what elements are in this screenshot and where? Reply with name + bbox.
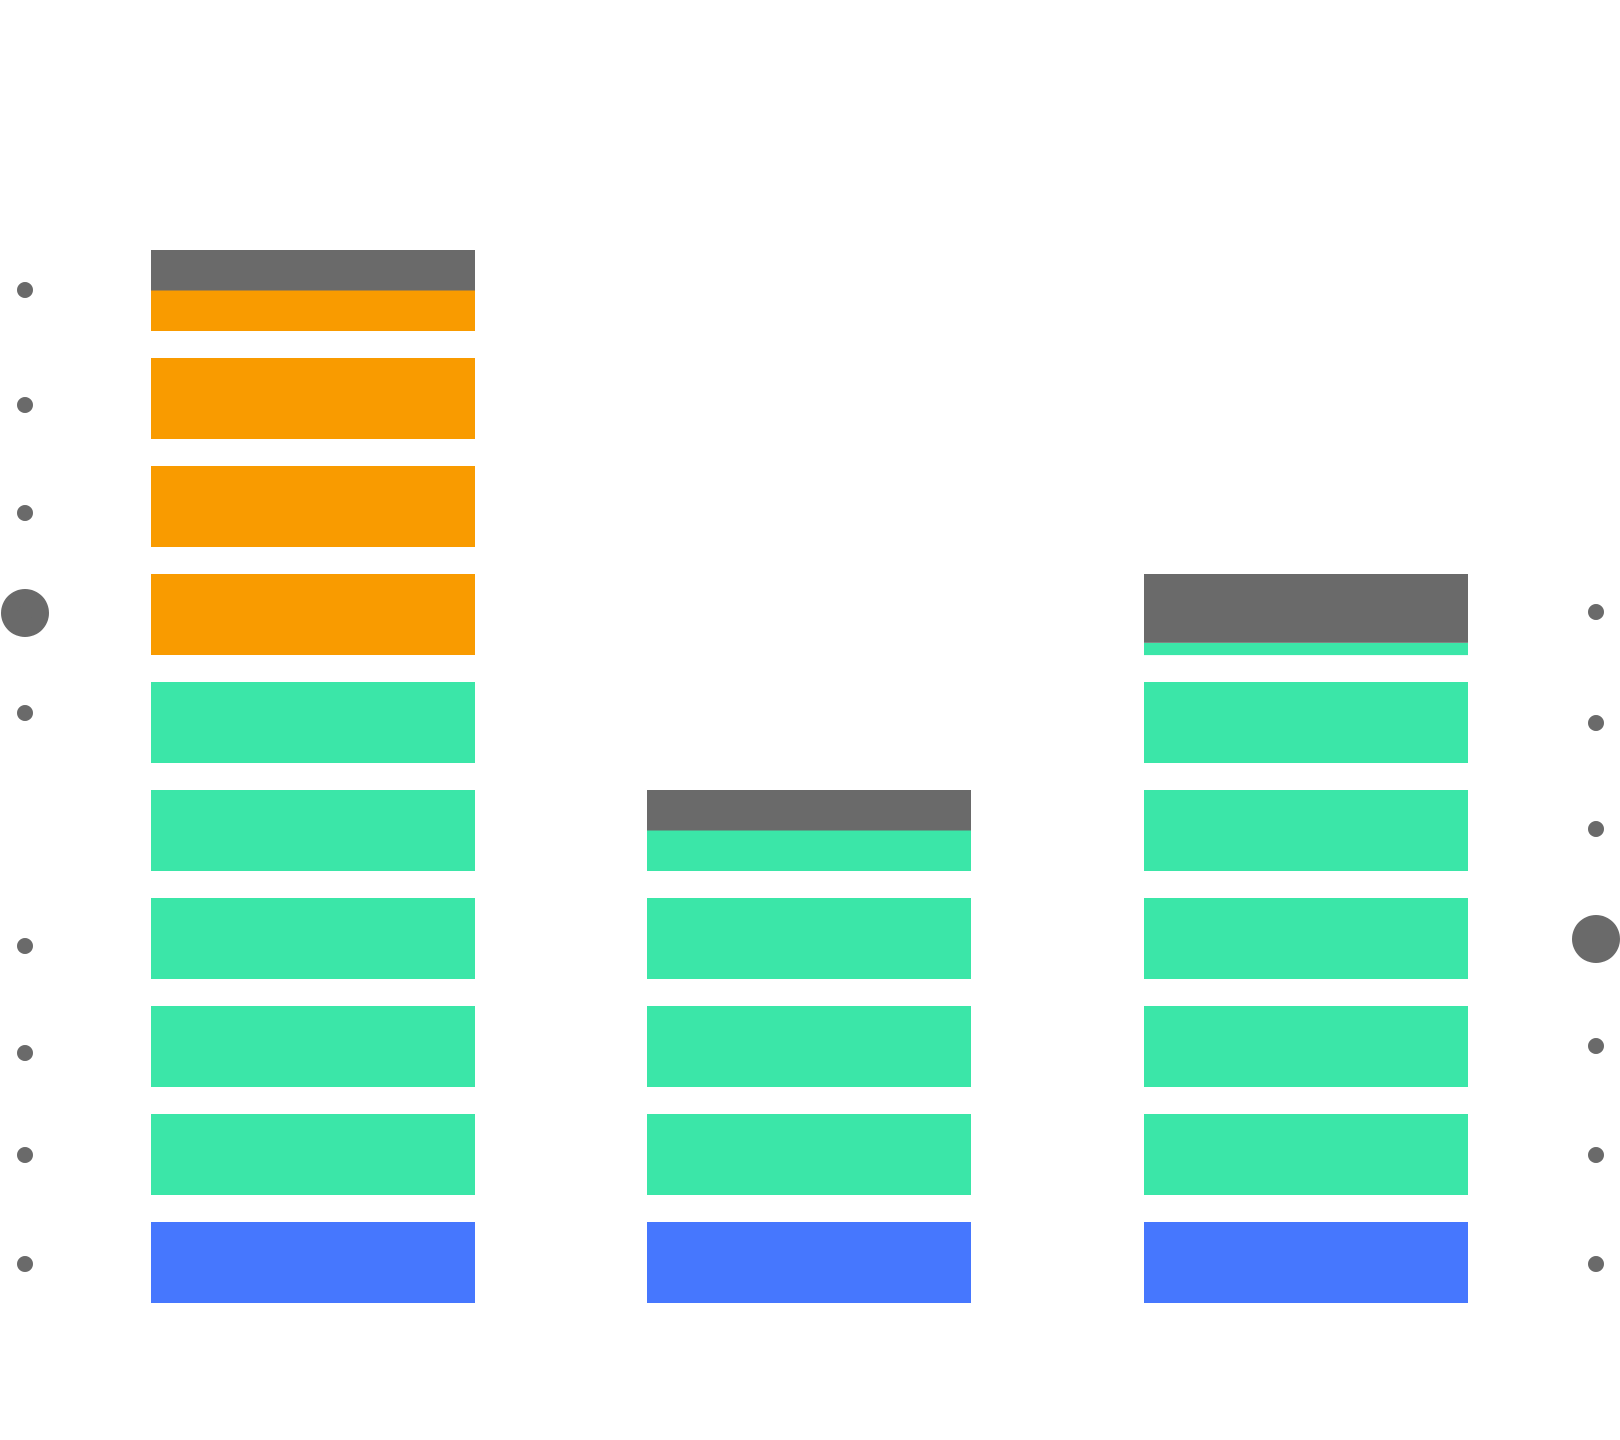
marker-left-dot — [17, 282, 33, 298]
marker-left-dot — [17, 1256, 33, 1272]
column-middle-block — [647, 898, 971, 979]
column-right-block — [1144, 790, 1468, 871]
column-middle-block — [647, 1114, 971, 1195]
marker-left-dot — [17, 705, 33, 721]
column-right-block — [1144, 1222, 1468, 1303]
marker-left-dot — [17, 938, 33, 954]
marker-left-dot — [17, 397, 33, 413]
column-middle-block — [647, 830, 971, 871]
marker-right-dot — [1588, 821, 1604, 837]
marker-right-dot — [1588, 604, 1604, 620]
marker-right-dot — [1588, 1147, 1604, 1163]
column-right-block — [1144, 1006, 1468, 1087]
column-middle-block — [647, 1006, 971, 1087]
marker-right-dot — [1588, 1038, 1604, 1054]
column-right-block — [1144, 898, 1468, 979]
marker-left-dot — [17, 605, 33, 621]
marker-right-dot — [1588, 715, 1604, 731]
column-left-block — [151, 358, 475, 439]
column-left-block — [151, 682, 475, 763]
column-left-block — [151, 574, 475, 655]
column-left-block — [151, 1114, 475, 1195]
column-left-block — [151, 898, 475, 979]
column-left-cap — [151, 250, 475, 291]
column-left-block — [151, 466, 475, 547]
column-left-block — [151, 1006, 475, 1087]
marker-left-dot — [17, 1045, 33, 1061]
column-left-block — [151, 290, 475, 331]
column-left-block — [151, 790, 475, 871]
marker-right-dot — [1588, 1256, 1604, 1272]
marker-right-highlight — [1572, 915, 1620, 963]
column-middle-block — [647, 1222, 971, 1303]
marker-left-dot — [17, 1147, 33, 1163]
column-right-block — [1144, 642, 1468, 656]
column-right-block — [1144, 682, 1468, 763]
column-left-block — [151, 1222, 475, 1303]
column-right-cap — [1144, 574, 1468, 643]
column-middle-cap — [647, 790, 971, 831]
column-right-block — [1144, 1114, 1468, 1195]
marker-left-dot — [17, 505, 33, 521]
